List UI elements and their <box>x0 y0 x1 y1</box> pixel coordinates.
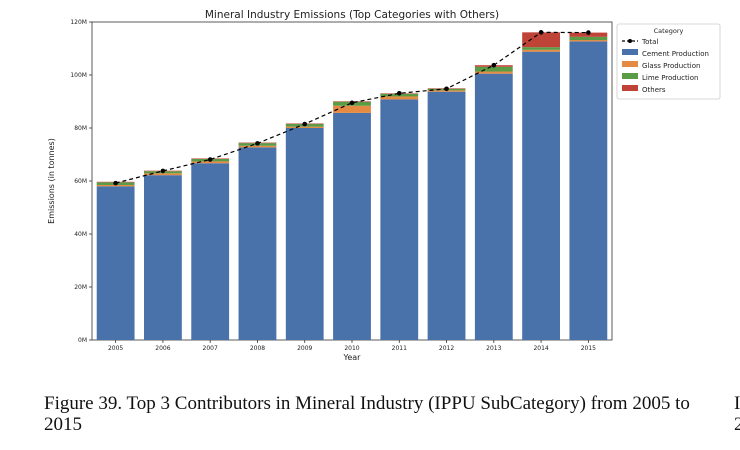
x-tick-label: 2006 <box>155 345 170 352</box>
edge-fragment-1: I <box>734 393 740 414</box>
x-axis-label: Year <box>343 353 362 362</box>
x-tick-label: 2007 <box>203 345 218 352</box>
bar-glass-production-2014 <box>522 49 560 52</box>
bar-cement-production-2006 <box>144 175 182 340</box>
bar-glass-production-2013 <box>474 71 513 74</box>
bar-lime-production-2013 <box>474 66 513 72</box>
total-point-2006 <box>160 168 166 174</box>
y-tick-label: 120M <box>70 19 87 26</box>
bar-glass-production-2005 <box>96 184 135 187</box>
legend-label-lime-production: Lime Production <box>642 74 698 82</box>
x-tick-label: 2015 <box>581 345 596 352</box>
bar-glass-production-2008 <box>238 145 277 148</box>
legend-label-others: Others <box>642 86 666 94</box>
bar-glass-production-2009 <box>285 126 324 128</box>
bar-glass-production-2006 <box>144 173 182 176</box>
bar-glass-production-2011 <box>380 96 419 100</box>
total-point-2013 <box>491 62 497 68</box>
x-tick-label: 2012 <box>439 345 454 352</box>
bar-cement-production-2014 <box>522 51 560 341</box>
total-point-2015 <box>586 30 591 35</box>
total-point-2005 <box>113 180 118 186</box>
bar-cement-production-2013 <box>474 73 513 341</box>
legend-label-total: Total <box>641 38 658 46</box>
legend-label-cement-production: Cement Production <box>642 50 709 58</box>
y-tick-label: 80M <box>74 125 87 132</box>
total-point-2011 <box>396 90 402 96</box>
figure-caption: Figure 39. Top 3 Contributors in Mineral… <box>44 393 690 435</box>
legend-swatch-cement-production <box>622 49 638 55</box>
y-tick-label: 100M <box>70 72 87 79</box>
bar-lime-production-2015 <box>569 36 608 41</box>
total-point-2012 <box>444 86 449 92</box>
x-tick-label: 2013 <box>486 345 501 352</box>
legend-total-marker <box>628 39 632 43</box>
legend-swatch-others <box>622 85 638 91</box>
y-tick-label: 0M <box>78 337 87 344</box>
legend-label-glass-production: Glass Production <box>642 62 700 70</box>
legend-title: Category <box>654 27 684 35</box>
total-point-2009 <box>302 121 308 127</box>
x-tick-label: 2008 <box>250 345 265 352</box>
bar-glass-production-2010 <box>333 105 371 113</box>
bar-others-2014 <box>522 32 560 48</box>
edge-fragment-2: 2 <box>734 414 740 435</box>
y-axis-label: Emissions (in tonnes) <box>47 138 56 224</box>
x-tick-label: 2009 <box>297 345 312 352</box>
legend-swatch-lime-production <box>622 73 638 79</box>
bar-cement-production-2008 <box>238 147 277 340</box>
legend-swatch-glass-production <box>622 61 638 67</box>
y-tick-label: 40M <box>74 231 87 238</box>
bar-glass-production-2007 <box>191 161 230 164</box>
x-tick-label: 2005 <box>108 345 123 352</box>
x-tick-label: 2010 <box>344 345 359 352</box>
x-tick-label: 2011 <box>392 345 407 352</box>
total-point-2007 <box>207 157 213 162</box>
bar-cement-production-2007 <box>191 163 230 340</box>
legend-box <box>616 23 721 100</box>
y-tick-label: 60M <box>74 178 87 185</box>
bar-glass-production-2015 <box>569 40 608 42</box>
bar-cement-production-2009 <box>285 128 324 340</box>
y-tick-label: 20M <box>74 284 87 291</box>
bar-cement-production-2012 <box>427 91 466 340</box>
bar-cement-production-2011 <box>380 99 419 340</box>
total-point-2010 <box>349 100 355 106</box>
total-point-2008 <box>255 141 260 146</box>
stacked-bar-chart: Mineral Industry Emissions (Top Categori… <box>47 9 721 362</box>
bar-cement-production-2015 <box>569 41 608 340</box>
bar-cement-production-2005 <box>96 186 135 340</box>
bar-cement-production-2010 <box>333 112 371 341</box>
total-point-2014 <box>538 30 544 35</box>
bar-lime-production-2014 <box>522 47 560 50</box>
x-tick-label: 2014 <box>533 345 548 352</box>
chart-title: Mineral Industry Emissions (Top Categori… <box>205 9 499 21</box>
